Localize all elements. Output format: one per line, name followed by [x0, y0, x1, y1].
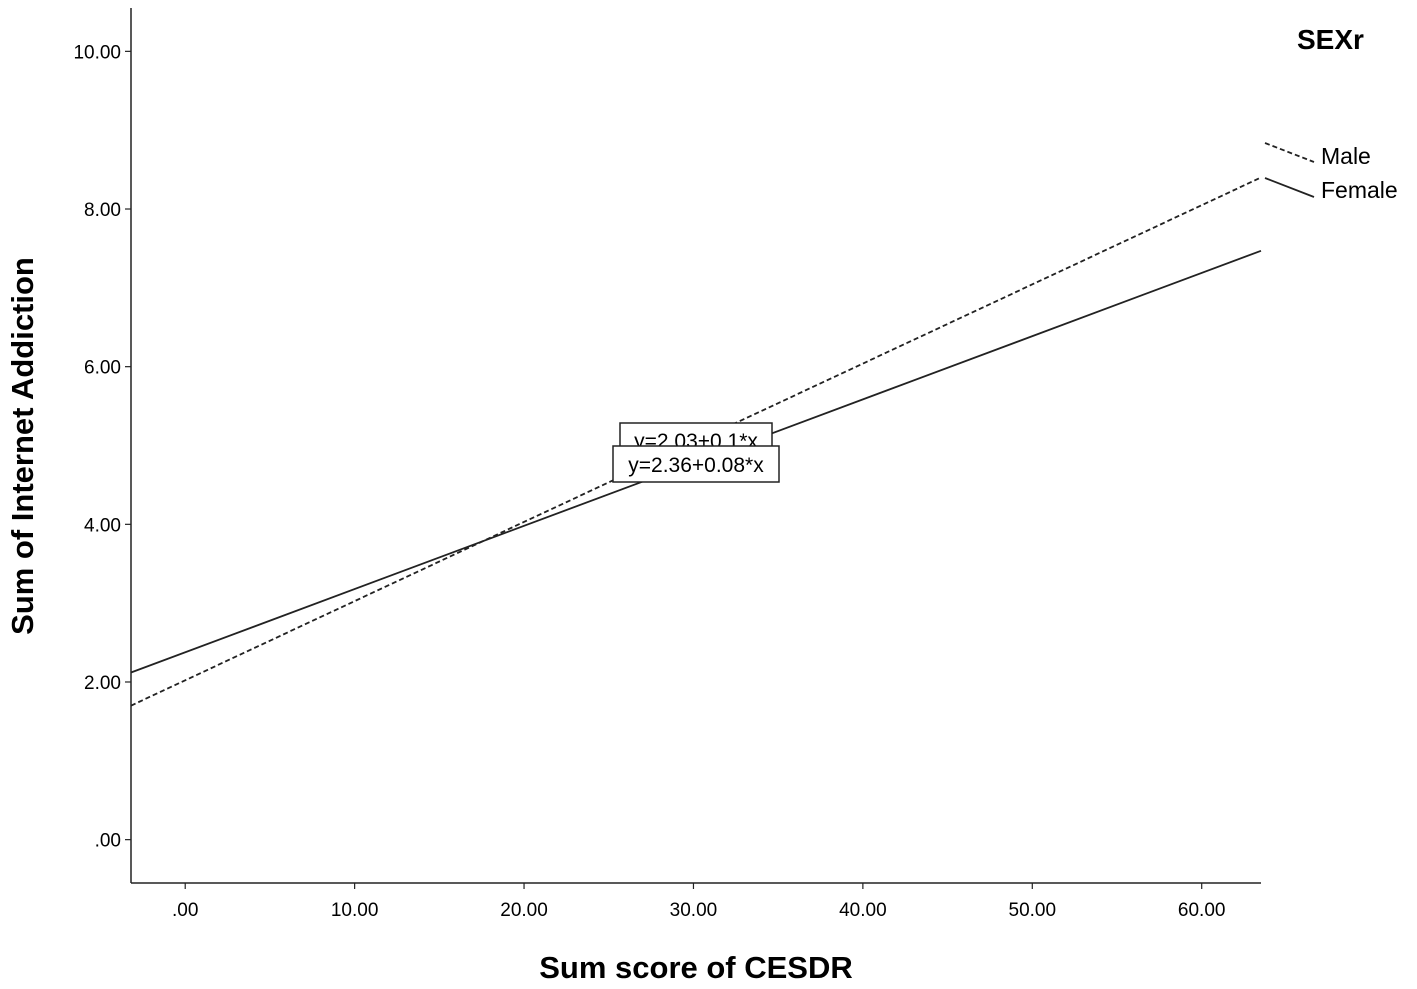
x-axis-title: Sum score of CESDR: [539, 950, 853, 985]
legend: SEXr Male Female: [1264, 24, 1398, 203]
legend-swatch-female: [1264, 177, 1315, 198]
equation-box-female: [612, 445, 780, 483]
legend-label-female: Female: [1321, 177, 1398, 203]
x-tick-label: .00: [172, 900, 198, 921]
y-tick-label: 10.00: [73, 42, 121, 63]
x-tick-label: 30.00: [670, 900, 718, 921]
x-tick-label: 20.00: [500, 900, 548, 921]
axes: .00 10.00 20.00 30.00 40.00 50.00 60.00 .00 2.00…: [73, 8, 1261, 921]
y-axis-title: Sum of Internet Addiction: [5, 257, 40, 635]
x-tick-label: 60.00: [1178, 900, 1226, 921]
y-tick-label: 2.00: [84, 673, 121, 694]
legend-swatch-male: [1264, 142, 1315, 163]
x-tick-label: 10.00: [331, 900, 379, 921]
y-tick-label: .00: [95, 831, 121, 852]
equation-labels: y=2.03+0.1*xy=2.36+0.08*x: [612, 422, 780, 483]
legend-label-male: Male: [1321, 143, 1371, 169]
y-tick-label: 4.00: [84, 515, 121, 536]
equation-label-female: y=2.36+0.08*x: [628, 454, 764, 477]
x-tick-label: 40.00: [839, 900, 887, 921]
x-tick-label: 50.00: [1009, 900, 1057, 921]
legend-title: SEXr: [1297, 24, 1364, 55]
y-tick-label: 8.00: [84, 200, 121, 221]
y-tick-label: 6.00: [84, 358, 121, 379]
